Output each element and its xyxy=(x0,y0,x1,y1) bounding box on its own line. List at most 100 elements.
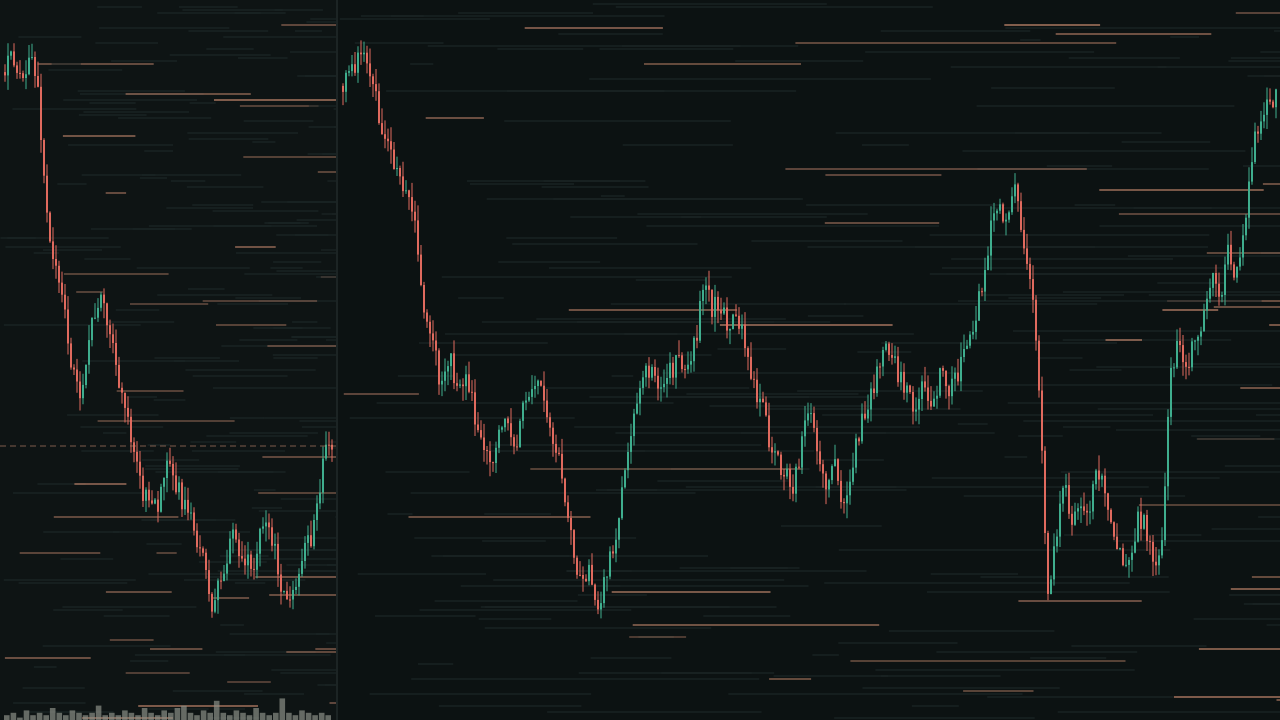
volume-bar xyxy=(56,712,63,720)
down-candle-body xyxy=(735,314,737,316)
up-candle-body xyxy=(918,398,920,410)
up-candle-body xyxy=(603,577,605,604)
down-candle-body xyxy=(199,547,201,549)
down-candle-body xyxy=(432,333,434,341)
down-candle-body xyxy=(1020,201,1022,230)
down-candle-body xyxy=(765,402,767,416)
up-candle-body xyxy=(184,499,186,510)
volume-bar xyxy=(63,715,69,720)
down-candle-body xyxy=(1002,204,1004,222)
down-candle-body xyxy=(837,459,839,481)
down-candle-body xyxy=(822,464,824,474)
up-candle-body xyxy=(774,451,776,453)
down-candle-body xyxy=(372,76,374,85)
down-candle-body xyxy=(726,307,728,331)
up-candle-body xyxy=(232,529,234,539)
down-candle-body xyxy=(408,190,410,198)
up-candle-body xyxy=(1242,235,1244,258)
down-candle-body xyxy=(510,423,512,438)
up-candle-body xyxy=(304,542,306,561)
down-candle-body xyxy=(1146,515,1148,541)
down-candle-body xyxy=(115,343,117,365)
down-candle-body xyxy=(744,324,746,349)
down-candle-body xyxy=(945,370,947,387)
down-candle-body xyxy=(507,418,509,424)
up-candle-body xyxy=(495,447,497,463)
up-candle-body xyxy=(831,466,833,481)
down-candle-body xyxy=(843,502,845,504)
down-candle-body xyxy=(594,584,596,600)
down-candle-body xyxy=(378,91,380,123)
up-candle-body xyxy=(1191,341,1193,368)
up-candle-body xyxy=(88,340,90,365)
down-candle-body xyxy=(930,400,932,407)
up-candle-body xyxy=(1128,560,1130,565)
up-candle-body xyxy=(1167,416,1169,487)
down-candle-body xyxy=(375,84,377,92)
down-candle-body xyxy=(438,350,440,385)
down-candle-body xyxy=(133,442,135,452)
down-candle-body xyxy=(1083,506,1085,511)
down-candle-body xyxy=(172,463,174,476)
down-candle-body xyxy=(948,386,950,397)
up-candle-body xyxy=(447,366,449,372)
volume-bar xyxy=(279,698,286,720)
up-candle-body xyxy=(705,285,707,290)
down-candle-body xyxy=(124,392,126,408)
up-candle-body xyxy=(405,190,407,192)
up-candle-body xyxy=(274,543,276,546)
down-candle-body xyxy=(369,63,371,77)
up-candle-body xyxy=(687,364,689,370)
up-candle-body xyxy=(1134,541,1136,553)
up-candle-body xyxy=(1014,184,1016,197)
down-candle-body xyxy=(130,416,132,443)
down-candle-body xyxy=(1029,263,1031,279)
down-candle-body xyxy=(205,552,207,570)
panel-divider[interactable] xyxy=(336,0,338,720)
down-candle-body xyxy=(555,443,557,453)
up-candle-body xyxy=(951,378,953,397)
down-candle-body xyxy=(768,415,770,448)
volume-bar xyxy=(213,700,220,720)
up-candle-body xyxy=(1263,114,1265,122)
up-candle-body xyxy=(741,324,743,329)
down-candle-body xyxy=(738,315,740,329)
down-candle-body xyxy=(1041,390,1043,451)
up-candle-body xyxy=(867,409,869,419)
volume-bar xyxy=(154,715,161,720)
up-candle-body xyxy=(1212,273,1214,288)
volume-bar xyxy=(168,712,174,720)
down-candle-body xyxy=(37,76,39,87)
down-candle-body xyxy=(417,220,419,255)
up-candle-body xyxy=(214,600,216,612)
down-candle-body xyxy=(981,291,983,293)
up-candle-body xyxy=(519,420,521,448)
down-candle-body xyxy=(1098,470,1100,480)
down-candle-body xyxy=(328,444,330,446)
up-candle-body xyxy=(1239,257,1241,267)
up-candle-body xyxy=(600,603,602,610)
down-candle-body xyxy=(513,437,515,447)
up-candle-body xyxy=(163,478,165,487)
up-candle-body xyxy=(723,307,725,314)
up-candle-body xyxy=(10,51,12,56)
orderbook-lines xyxy=(0,6,336,719)
volume-bar xyxy=(89,712,95,720)
down-candle-body xyxy=(241,556,243,559)
volume-bar xyxy=(299,710,305,720)
up-candle-body xyxy=(525,400,527,403)
up-candle-body xyxy=(588,564,590,582)
volume-bar xyxy=(181,705,187,720)
up-candle-body xyxy=(636,403,638,414)
down-candle-body xyxy=(1230,244,1232,265)
up-candle-body xyxy=(1053,546,1055,580)
down-candle-body xyxy=(208,570,210,594)
down-candle-body xyxy=(585,578,587,582)
down-candle-body xyxy=(564,478,566,503)
up-candle-body xyxy=(1251,162,1253,182)
up-candle-body xyxy=(363,52,365,55)
up-candle-body xyxy=(870,388,872,410)
up-candle-body xyxy=(801,436,803,468)
up-candle-body xyxy=(295,586,297,590)
up-candle-body xyxy=(256,553,258,570)
